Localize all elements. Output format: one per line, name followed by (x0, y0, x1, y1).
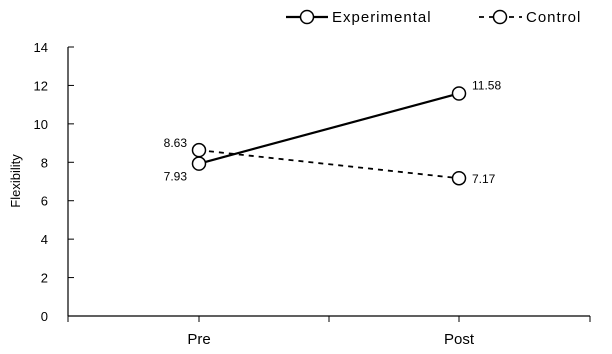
x-ticks: Pre Post (67, 316, 591, 348)
y-tick-label: 2 (41, 271, 48, 286)
data-point-control (451, 170, 467, 186)
y-tick-label: 8 (41, 155, 48, 170)
series-group: 7.93 11.58 8.63 7.17 (164, 78, 502, 186)
data-label: 11.58 (472, 78, 501, 92)
data-point-experimental (451, 86, 467, 101)
x-tick-label: Post (444, 331, 475, 348)
legend-label-control: Control (526, 9, 581, 26)
legend-marker-control (492, 9, 508, 25)
data-point-control (191, 142, 207, 158)
data-label: 7.17 (472, 172, 496, 186)
y-tick-label: 12 (34, 78, 48, 93)
data-label: 7.93 (164, 170, 188, 184)
data-label: 8.63 (164, 136, 188, 150)
y-tick-label: 0 (41, 309, 48, 324)
y-tick-label: 6 (41, 194, 48, 209)
legend-label-experimental: Experimental (332, 9, 432, 26)
x-tick-label: Pre (187, 331, 210, 348)
y-ticks: 0 2 4 6 8 10 12 14 (34, 40, 74, 324)
legend: Experimental Control (286, 9, 581, 26)
series-line-experimental (198, 92, 460, 165)
y-tick-label: 10 (34, 117, 48, 132)
y-tick-label: 14 (34, 40, 48, 55)
legend-marker-experimental (299, 9, 315, 25)
series-line-control (198, 149, 460, 180)
data-point-experimental (191, 156, 207, 171)
y-tick-label: 4 (41, 232, 48, 247)
y-axis-label: Flexibility (8, 154, 23, 208)
